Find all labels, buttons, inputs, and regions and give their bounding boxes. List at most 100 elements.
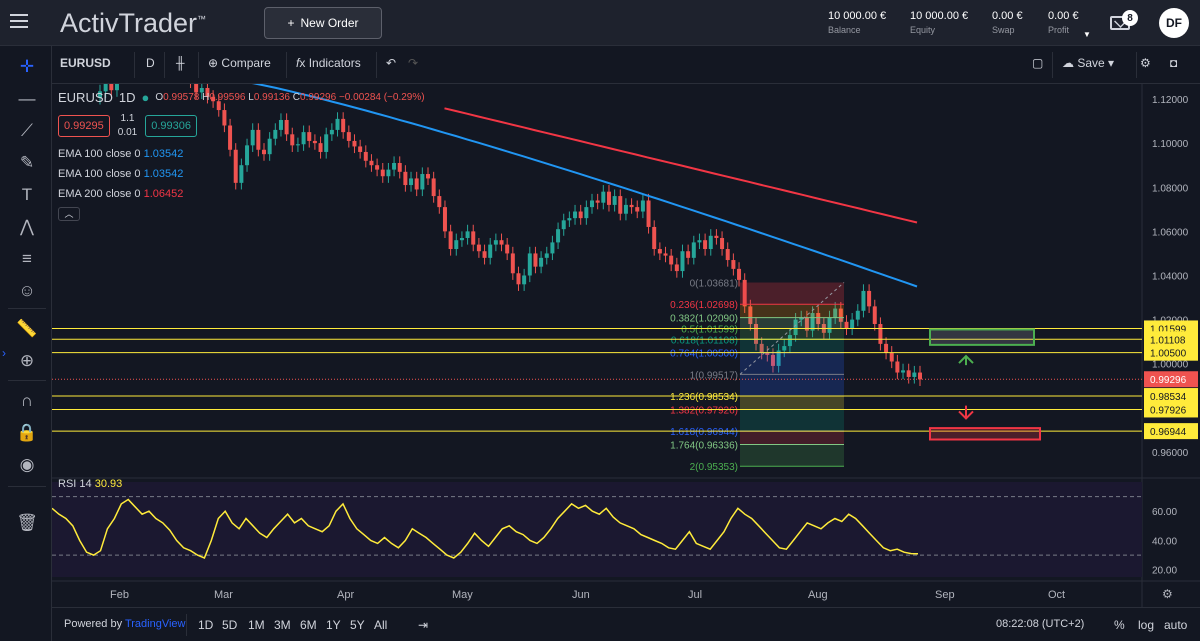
chart-legend: EURUSD 1D ● O0.99578 H0.99596 L0.99136 C…	[58, 88, 425, 221]
expand-toolbar-icon[interactable]: ›	[2, 346, 6, 360]
trend-line-icon[interactable]: ⟋	[21, 121, 33, 140]
range-3m[interactable]: 3M	[274, 618, 291, 632]
candle-body	[612, 196, 617, 205]
fib-icon[interactable]: ≡	[22, 249, 32, 268]
candle-body	[833, 308, 838, 318]
candle-body	[623, 204, 628, 214]
candle-body	[426, 174, 430, 179]
notification-badge: 8	[1122, 10, 1138, 26]
ema-200-legend[interactable]: EMA 200 close 0 1.06452	[58, 188, 184, 200]
brush-icon[interactable]: ✎	[19, 153, 35, 172]
fib-zone	[740, 282, 844, 305]
range-all[interactable]: All	[374, 618, 388, 632]
candle-body	[669, 255, 674, 265]
candle-body	[228, 125, 233, 150]
eye-icon[interactable]: ◉	[19, 455, 35, 474]
interval-select[interactable]: D	[146, 56, 155, 70]
pattern-icon[interactable]: ⋀	[20, 217, 34, 236]
new-order-button[interactable]: + New Order	[264, 7, 382, 39]
user-avatar[interactable]: DF	[1159, 8, 1189, 38]
candle-body	[273, 129, 278, 139]
price-label-bg	[1144, 423, 1198, 440]
text-icon[interactable]: T	[21, 185, 33, 204]
menu-icon[interactable]	[10, 14, 28, 28]
horizontal-line-icon[interactable]: —	[18, 89, 36, 108]
candle-body	[776, 350, 781, 366]
range-5y[interactable]: 5Y	[350, 618, 365, 632]
candle-body	[640, 200, 645, 212]
candle-body	[256, 129, 261, 150]
candle-body	[431, 178, 436, 197]
candle-body	[392, 162, 397, 170]
chart-area[interactable]: 1.120001.100001.080001.060001.040001.020…	[52, 84, 1200, 641]
range-6m[interactable]: 6M	[300, 618, 317, 632]
sell-button[interactable]: 0.99295	[58, 115, 110, 137]
candle-body	[561, 220, 566, 230]
time-tick: Apr	[337, 589, 354, 601]
candle-body	[533, 253, 538, 267]
candle-body	[691, 242, 696, 258]
candle-body	[222, 110, 227, 126]
emoji-icon[interactable]: ☺	[18, 281, 36, 300]
magnet-icon[interactable]: ∩	[20, 391, 34, 410]
crosshair-icon[interactable]: ✛	[19, 57, 35, 76]
log-toggle[interactable]: log	[1138, 618, 1155, 632]
clock-time[interactable]: 08:22:08 (UTC+2)	[996, 618, 1085, 630]
candle-body	[341, 118, 346, 133]
auto-toggle[interactable]: auto	[1164, 618, 1188, 632]
fib-zone	[740, 304, 844, 318]
toolbar-divider	[8, 308, 46, 309]
fullscreen-icon[interactable]: ▢	[1032, 56, 1044, 70]
toolbar-divider	[198, 52, 199, 78]
candle-body	[731, 260, 736, 269]
ema-100-legend[interactable]: EMA 100 close 0 1.03542	[58, 148, 184, 160]
redo-icon[interactable]: ↷	[408, 56, 419, 70]
candle-body	[544, 253, 549, 258]
candle-body	[380, 169, 385, 177]
candle-body	[787, 335, 792, 347]
symbol-select[interactable]: EURUSD	[60, 56, 111, 70]
save-button[interactable]: ☁ Save ▾	[1062, 56, 1115, 70]
candle-body	[567, 218, 572, 221]
range-1d[interactable]: 1D	[198, 618, 214, 632]
candle-style-icon[interactable]: ╫	[176, 56, 185, 70]
candle-body	[584, 207, 589, 219]
rsi-legend: RSI 14 30.93	[58, 478, 123, 490]
fib-label: 1.618(0.96944)	[670, 427, 738, 438]
candle-body	[872, 306, 877, 325]
plus-icon: +	[287, 16, 295, 30]
profit-dropdown-icon[interactable]: ▼	[1083, 30, 1091, 39]
collapse-legend-button[interactable]: ︿	[58, 207, 80, 221]
candle-body	[889, 352, 894, 362]
percent-toggle[interactable]: %	[1114, 618, 1125, 632]
time-tick: Jun	[572, 589, 590, 601]
chart-canvas[interactable]: 1.120001.100001.080001.060001.040001.020…	[52, 84, 1200, 607]
settings-icon[interactable]: ⚙	[1140, 56, 1151, 70]
undo-icon[interactable]: ↶	[386, 56, 397, 70]
candle-body	[369, 160, 374, 166]
camera-icon[interactable]: ◘	[1170, 56, 1178, 70]
lock-icon[interactable]: 🔒	[16, 423, 38, 442]
candle-body	[98, 91, 102, 98]
compare-button[interactable]: ⊕ Compare	[208, 56, 271, 70]
ema-100-legend[interactable]: EMA 100 close 0 1.03542	[58, 168, 184, 180]
candle-body	[454, 240, 459, 250]
trade-buttons: 0.99295 1.1 0.01 0.99306	[58, 112, 425, 140]
top-bar: ActivTrader™ + New Order 10 000.00 € Balan…	[0, 0, 1200, 46]
buy-button[interactable]: 0.99306	[145, 115, 197, 137]
candle-body	[793, 319, 798, 336]
candle-body	[301, 132, 306, 145]
range-1m[interactable]: 1M	[248, 618, 265, 632]
candle-body	[329, 129, 334, 135]
candle-body	[697, 240, 702, 243]
candle-body	[493, 240, 498, 245]
ruler-icon[interactable]: 📏	[16, 319, 38, 338]
add-icon: ⊕	[208, 56, 219, 70]
price-tick: 1.12000	[1152, 95, 1189, 106]
indicators-button[interactable]: fx Indicators	[296, 56, 361, 70]
zoom-icon[interactable]: ⊕	[19, 351, 35, 370]
range-5d[interactable]: 5D	[222, 618, 238, 632]
trash-icon[interactable]: 🗑	[16, 513, 38, 532]
range-1y[interactable]: 1Y	[326, 618, 341, 632]
goto-date-icon[interactable]: ⇥	[418, 618, 429, 632]
